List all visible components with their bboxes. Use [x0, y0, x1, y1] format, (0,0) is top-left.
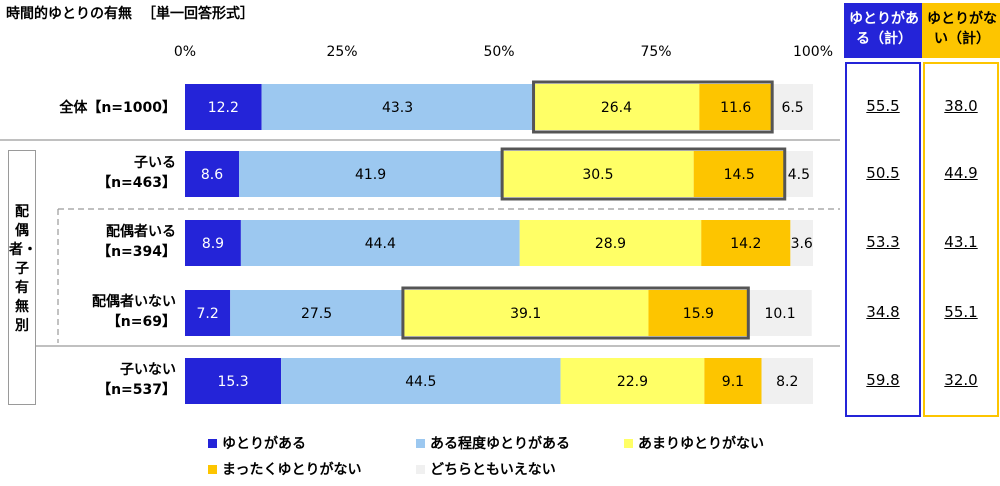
x-tick-label: 0%: [174, 44, 196, 60]
x-tick-label: 100%: [793, 44, 833, 60]
summary-header-no: ゆとりがない（計）: [922, 3, 1000, 58]
legend-item: あまりゆとりがない: [624, 433, 764, 453]
data-label: 39.1: [510, 306, 541, 322]
bar-segment: [533, 84, 700, 130]
data-label: 28.9: [595, 236, 626, 252]
bar-segment: [560, 358, 705, 404]
legend-label: ある程度ゆとりがある: [430, 436, 570, 452]
category-label: 全体【n=1000】: [58, 99, 176, 116]
data-label: 11.6: [720, 100, 751, 116]
bar-segment: [185, 220, 241, 266]
data-label: 4.5: [788, 167, 810, 183]
legend-swatch: [208, 464, 217, 474]
data-label: 30.5: [582, 167, 613, 183]
legend-swatch: [416, 438, 425, 448]
summary-value-no: 44.9: [944, 164, 978, 182]
summary-value-no: 32.0: [944, 371, 978, 389]
data-label: 43.3: [382, 100, 413, 116]
legend-label: まったくゆとりがない: [222, 462, 362, 478]
legend-swatch: [208, 438, 217, 448]
bar-segment: [502, 151, 694, 197]
data-label: 14.5: [724, 167, 755, 183]
bar-segment: [648, 290, 749, 336]
summary-column-no: [923, 62, 999, 417]
summary-value-no: 55.1: [944, 303, 978, 321]
summary-value-yes: 59.8: [866, 371, 900, 389]
legend-item: まったくゆとりがない: [208, 459, 361, 479]
chart-title: 時間的ゆとりの有無 ［単一回答形式］: [6, 3, 254, 23]
bar-segment: [761, 358, 813, 404]
summary-value-no: 38.0: [944, 97, 978, 115]
category-label: 子いる【n=463】: [97, 155, 176, 191]
bar-segment: [261, 84, 534, 130]
bar-segment: [699, 84, 773, 130]
data-label: 7.2: [196, 306, 218, 322]
legend-item: どちらともいえない: [416, 459, 556, 479]
bar-segment: [281, 358, 561, 404]
bar-segment: [693, 151, 785, 197]
legend-label: あまりゆとりがない: [638, 436, 764, 452]
data-label: 26.4: [601, 100, 632, 116]
category-label: 子いない【n=537】: [97, 362, 176, 398]
legend-item: ある程度ゆとりがある: [416, 433, 570, 453]
bar-segment: [784, 151, 813, 197]
data-label: 10.1: [764, 306, 795, 322]
bar-segment: [772, 84, 813, 130]
data-label: 6.5: [781, 100, 803, 116]
summary-value-yes: 53.3: [866, 233, 900, 251]
data-label: 22.9: [617, 374, 648, 390]
chart-title-text: 時間的ゆとりの有無: [6, 6, 132, 22]
data-label: 15.3: [217, 374, 248, 390]
bar-segment: [185, 358, 282, 404]
data-label: 8.6: [201, 167, 223, 183]
data-label: 27.5: [301, 306, 332, 322]
summary-value-yes: 50.5: [866, 164, 900, 182]
x-tick-label: 25%: [326, 44, 357, 60]
question-type: ［単一回答形式］: [142, 6, 254, 22]
legend-swatch: [416, 464, 425, 474]
bar-segment: [748, 290, 812, 336]
bar-segment: [230, 290, 403, 336]
group-side-label: 配偶者・子有無別: [8, 150, 37, 405]
data-label: 8.2: [776, 374, 798, 390]
negative-highlight-frame: [532, 80, 774, 134]
negative-highlight-frame: [500, 147, 787, 201]
bar-segment: [185, 290, 231, 336]
bar-segment: [185, 84, 262, 130]
bar-segment: [239, 151, 503, 197]
x-tick-label: 50%: [483, 44, 514, 60]
bar-segment: [704, 358, 762, 404]
bar-segment: [240, 220, 520, 266]
data-label: 44.5: [405, 374, 436, 390]
category-label: 配偶者いる【n=394】: [97, 223, 176, 260]
legend-label: どちらともいえない: [430, 462, 556, 478]
summary-value-yes: 34.8: [866, 303, 900, 321]
bar-segment: [402, 290, 649, 336]
bar-segment: [185, 151, 240, 197]
summary-header-yes: ゆとりがある（計）: [844, 3, 924, 58]
data-label: 41.9: [355, 167, 386, 183]
category-label: 配偶者いない【n=69】: [92, 293, 176, 330]
x-tick-label: 75%: [640, 44, 671, 60]
data-label: 12.2: [208, 100, 239, 116]
data-label: 8.9: [202, 236, 224, 252]
data-label: 14.2: [730, 236, 761, 252]
legend-label: ゆとりがある: [222, 436, 306, 452]
summary-column-yes: [845, 62, 921, 417]
summary-value-no: 43.1: [944, 233, 978, 251]
negative-highlight-frame: [401, 286, 750, 340]
legend-swatch: [624, 438, 633, 448]
bar-segment: [790, 220, 813, 266]
data-label: 3.6: [791, 236, 813, 252]
chart-legend: ゆとりがある ある程度ゆとりがある あまりゆとりがないまったくゆとりがない どちらとも…: [208, 433, 808, 481]
data-label: 9.1: [722, 374, 744, 390]
bar-segment: [519, 220, 702, 266]
data-label: 15.9: [683, 306, 714, 322]
side-label-text: 配偶者・子有無別: [9, 204, 37, 334]
bar-segment: [701, 220, 791, 266]
legend-item: ゆとりがある: [208, 433, 306, 453]
summary-value-yes: 55.5: [866, 97, 900, 115]
data-label: 44.4: [365, 236, 396, 252]
